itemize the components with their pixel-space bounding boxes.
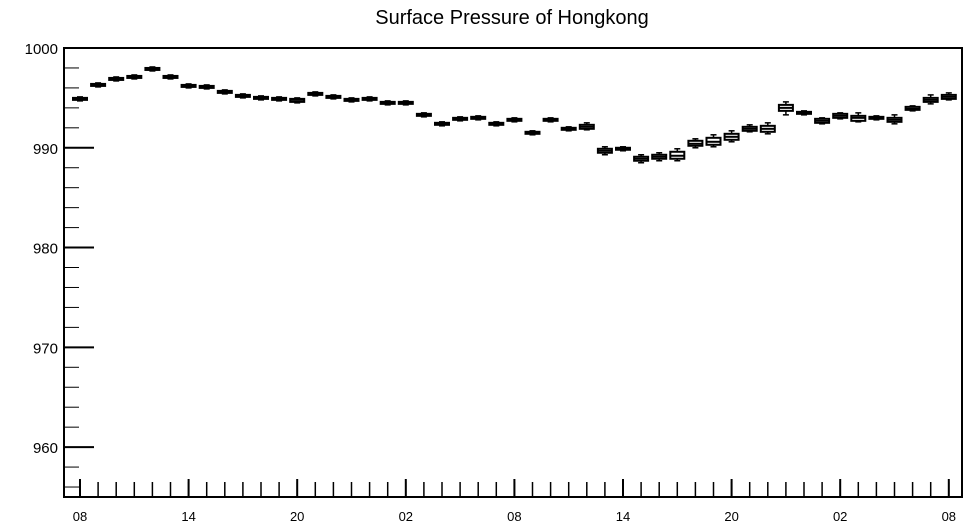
box-plot bbox=[615, 146, 631, 152]
box-plot bbox=[307, 91, 324, 97]
box-plot bbox=[452, 116, 469, 122]
axes-layer: 960 970 980 990 1000 08 14 20 02 08 14 20 02 08 bbox=[25, 41, 963, 524]
box-plot bbox=[940, 92, 957, 101]
x-tick-label: 02 bbox=[399, 509, 413, 524]
box-plot bbox=[922, 94, 939, 105]
box-plot bbox=[434, 121, 450, 127]
box-plot bbox=[832, 112, 849, 120]
box-plot bbox=[90, 82, 107, 88]
box-plot bbox=[379, 100, 396, 106]
box-plot bbox=[814, 117, 831, 125]
y-tick-label: 980 bbox=[33, 241, 58, 258]
y-tick-label: 990 bbox=[33, 141, 58, 158]
box-plot bbox=[488, 121, 505, 127]
box-plot bbox=[886, 114, 903, 125]
box-plot bbox=[397, 100, 414, 106]
box-plot bbox=[759, 122, 776, 135]
x-tick-label: 08 bbox=[507, 509, 521, 524]
box-plot bbox=[180, 83, 197, 89]
y-tick-label: 960 bbox=[33, 440, 58, 457]
box-plot bbox=[723, 130, 740, 143]
y-tick-label: 970 bbox=[33, 340, 58, 357]
x-tick-label: 02 bbox=[833, 509, 847, 524]
box-plot bbox=[343, 97, 360, 103]
box-plot bbox=[253, 95, 269, 101]
box-plot bbox=[144, 66, 161, 72]
x-tick-label: 20 bbox=[290, 509, 304, 524]
box-plot bbox=[108, 76, 125, 82]
x-tick-label: 08 bbox=[73, 509, 87, 524]
box-plot bbox=[271, 96, 288, 102]
box-plot bbox=[687, 138, 704, 149]
box-plot bbox=[72, 96, 88, 102]
box-plot bbox=[198, 84, 215, 90]
x-tick-label: 08 bbox=[942, 509, 956, 524]
box-plot bbox=[162, 74, 179, 80]
box-plot bbox=[633, 154, 650, 164]
box-plot bbox=[361, 96, 378, 102]
chart-title: Surface Pressure of Hongkong bbox=[375, 7, 649, 29]
data-layer bbox=[72, 66, 957, 164]
box-plot bbox=[289, 97, 306, 104]
box-plot bbox=[796, 110, 812, 116]
box-plot bbox=[560, 126, 577, 132]
y-tick-label: 1000 bbox=[25, 41, 58, 58]
box-plot bbox=[542, 117, 559, 123]
box-plot bbox=[904, 105, 921, 112]
box-plot bbox=[596, 146, 613, 156]
box-plot bbox=[868, 115, 885, 121]
box-plot bbox=[470, 115, 487, 121]
box-plot bbox=[216, 89, 233, 95]
x-tick-label: 14 bbox=[181, 509, 195, 524]
box-plot bbox=[705, 134, 722, 148]
box-plot bbox=[524, 130, 541, 136]
box-plot bbox=[415, 112, 432, 118]
box-plot bbox=[741, 124, 758, 133]
box-plot bbox=[506, 117, 523, 123]
box-plot bbox=[777, 101, 794, 116]
box-plot bbox=[325, 94, 342, 100]
plot-frame bbox=[63, 47, 963, 498]
box-plot bbox=[850, 112, 867, 123]
box-plot bbox=[578, 122, 595, 131]
box-plot bbox=[126, 74, 143, 80]
x-tick-label: 20 bbox=[724, 509, 738, 524]
x-tick-label: 14 bbox=[616, 509, 630, 524]
box-plot bbox=[234, 93, 251, 99]
box-plot bbox=[669, 148, 686, 162]
box-plot bbox=[651, 152, 668, 162]
